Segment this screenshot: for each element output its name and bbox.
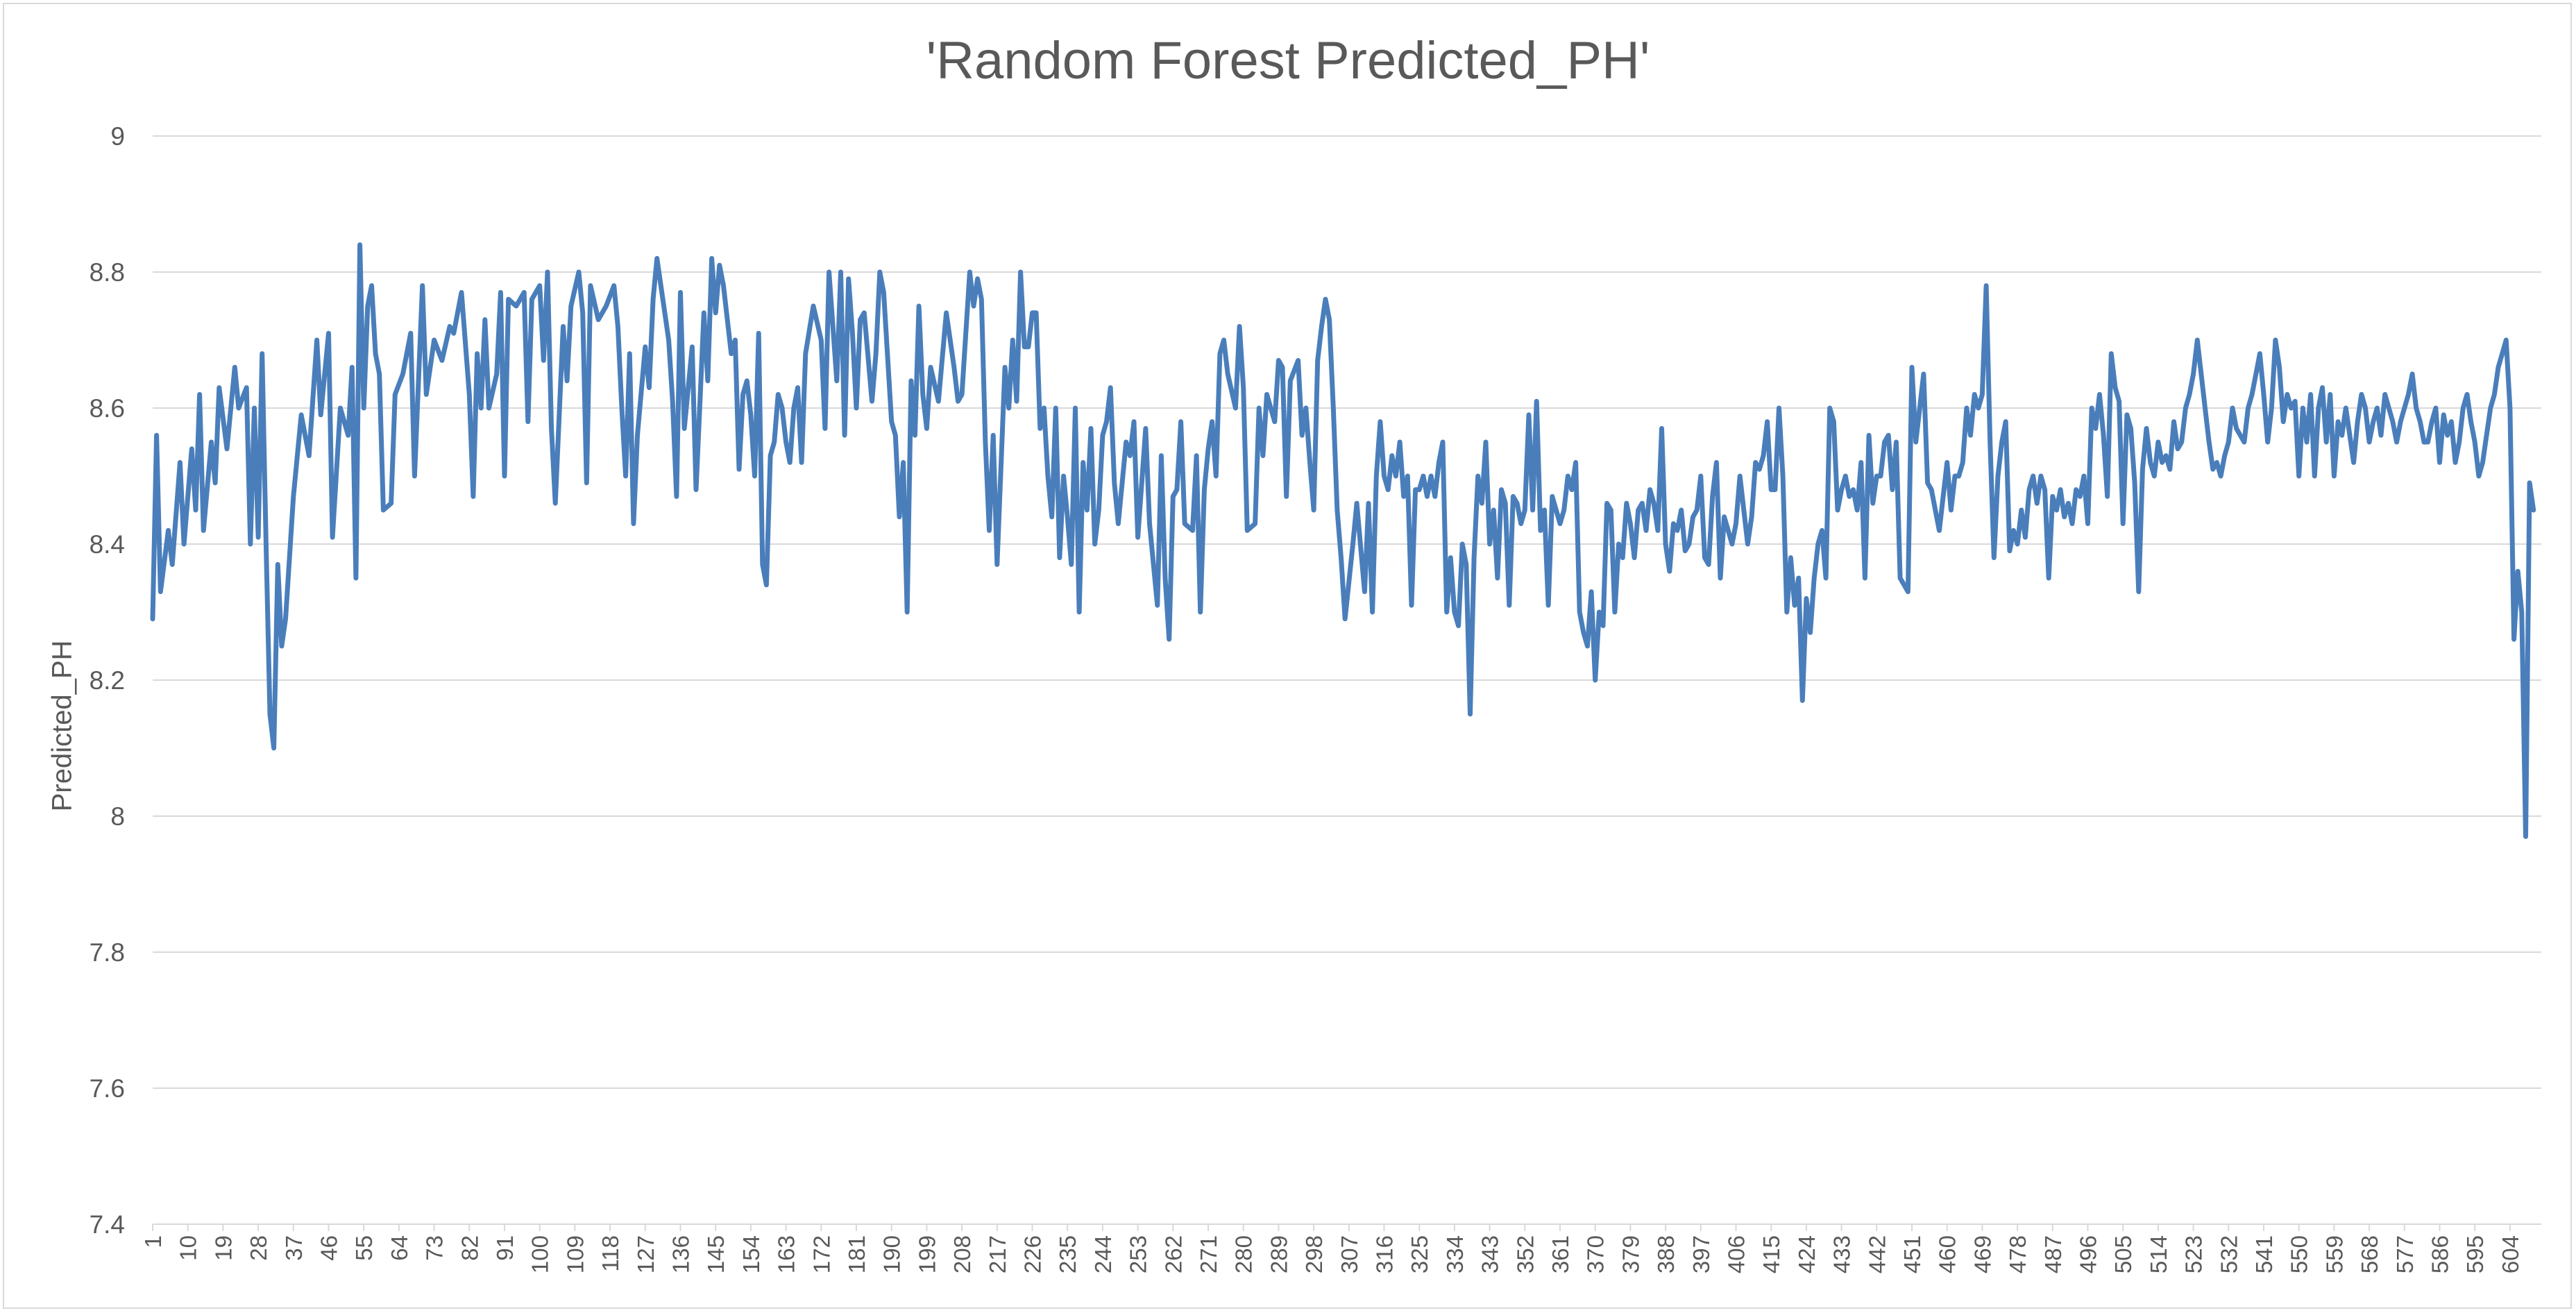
x-tick-label: 64 <box>387 1235 412 1261</box>
y-tick-label: 8.6 <box>90 394 125 423</box>
x-tick-label: 442 <box>1864 1235 1890 1273</box>
x-tick-label: 190 <box>879 1235 905 1273</box>
x-tick-label: 172 <box>808 1235 834 1273</box>
x-tick-label: 451 <box>1899 1235 1925 1273</box>
x-tick-label: 496 <box>2076 1235 2101 1273</box>
y-tick-label: 7.8 <box>90 938 125 967</box>
x-tick-label: 406 <box>1724 1235 1749 1273</box>
x-tick-label: 37 <box>281 1235 307 1261</box>
x-tick-label: 55 <box>351 1235 377 1261</box>
x-tick-label: 181 <box>844 1235 870 1273</box>
y-tick-label: 8.8 <box>90 258 125 287</box>
x-tick-label: 505 <box>2110 1235 2136 1273</box>
x-tick-label: 208 <box>949 1235 975 1273</box>
x-tick-label: 604 <box>2498 1235 2523 1273</box>
y-tick-label: 9 <box>110 122 125 151</box>
x-tick-label: 469 <box>1969 1235 1995 1273</box>
y-tick-label: 7.4 <box>90 1210 125 1239</box>
x-tick-label: 568 <box>2357 1235 2382 1273</box>
x-tick-label: 343 <box>1477 1235 1503 1273</box>
chart-area <box>3 3 2572 1309</box>
x-tick-label: 217 <box>985 1235 1010 1273</box>
x-tick-label: 154 <box>738 1235 764 1273</box>
x-tick-label: 316 <box>1372 1235 1398 1273</box>
x-tick-label: 91 <box>492 1235 518 1261</box>
x-tick-label: 460 <box>1935 1235 1960 1273</box>
x-tick-label: 226 <box>1020 1235 1046 1273</box>
x-tick-label: 271 <box>1196 1235 1221 1273</box>
x-tick-label: 424 <box>1794 1235 1820 1273</box>
x-tick-label: 109 <box>562 1235 588 1273</box>
x-tick-label: 532 <box>2216 1235 2242 1273</box>
x-tick-label: 559 <box>2321 1235 2347 1273</box>
x-tick-label: 298 <box>1301 1235 1327 1273</box>
chart-title: 'Random Forest Predicted_PH' <box>926 31 1650 90</box>
x-tick-label: 28 <box>246 1235 271 1261</box>
x-tick-label: 514 <box>2146 1235 2171 1273</box>
y-tick-label: 8.2 <box>90 666 125 695</box>
x-tick-label: 523 <box>2181 1235 2207 1273</box>
x-tick-label: 541 <box>2251 1235 2277 1273</box>
x-tick-label: 415 <box>1759 1235 1784 1273</box>
x-tick-label: 127 <box>633 1235 659 1273</box>
series-line-predicted-ph <box>150 242 2536 839</box>
x-tick-label: 433 <box>1829 1235 1855 1273</box>
x-tick-label: 379 <box>1618 1235 1643 1273</box>
x-tick-label: 361 <box>1548 1235 1573 1273</box>
x-tick-label: 100 <box>527 1235 553 1273</box>
x-tick-label: 73 <box>422 1235 448 1261</box>
x-tick-label: 145 <box>703 1235 729 1273</box>
y-axis-ticks: 7.4 7.6 7.8 8 8.2 8.4 8.6 8.8 9 <box>90 122 125 1239</box>
x-tick-label: 280 <box>1231 1235 1257 1273</box>
x-tick-label: 325 <box>1407 1235 1432 1273</box>
x-tick-label: 352 <box>1512 1235 1538 1273</box>
x-tick-label: 478 <box>2005 1235 2031 1273</box>
x-tick-label: 397 <box>1688 1235 1714 1273</box>
x-tick-label: 253 <box>1126 1235 1151 1273</box>
x-tick-label: 199 <box>914 1235 940 1273</box>
y-tick-label: 8 <box>110 802 125 831</box>
x-tick-label: 82 <box>457 1235 482 1261</box>
y-tick-label: 8.4 <box>90 530 125 559</box>
x-axis-ticks: 1 10 19 28 37 46 55 64 73 82 91 100 109 118 127 136 145 1… <box>140 1224 2523 1273</box>
x-tick-label: 307 <box>1337 1235 1362 1273</box>
x-tick-label: 46 <box>316 1235 342 1261</box>
x-tick-label: 262 <box>1160 1235 1186 1273</box>
x-tick-label: 334 <box>1442 1235 1468 1273</box>
x-tick-label: 244 <box>1090 1235 1116 1273</box>
x-tick-label: 370 <box>1583 1235 1609 1273</box>
x-tick-label: 595 <box>2462 1235 2488 1273</box>
x-tick-label: 235 <box>1055 1235 1081 1273</box>
x-tick-label: 19 <box>210 1235 236 1261</box>
x-tick-label: 289 <box>1266 1235 1291 1273</box>
x-tick-label: 577 <box>2392 1235 2418 1273</box>
x-tick-label: 163 <box>774 1235 799 1273</box>
x-tick-label: 1 <box>140 1235 166 1248</box>
x-tick-label: 550 <box>2287 1235 2312 1273</box>
x-tick-label: 487 <box>2040 1235 2066 1273</box>
x-tick-label: 388 <box>1653 1235 1679 1273</box>
x-tick-label: 10 <box>176 1235 201 1261</box>
x-tick-label: 118 <box>598 1235 623 1272</box>
x-tick-label: 586 <box>2427 1235 2453 1273</box>
y-tick-label: 7.6 <box>90 1074 125 1103</box>
x-tick-label: 136 <box>668 1235 694 1273</box>
